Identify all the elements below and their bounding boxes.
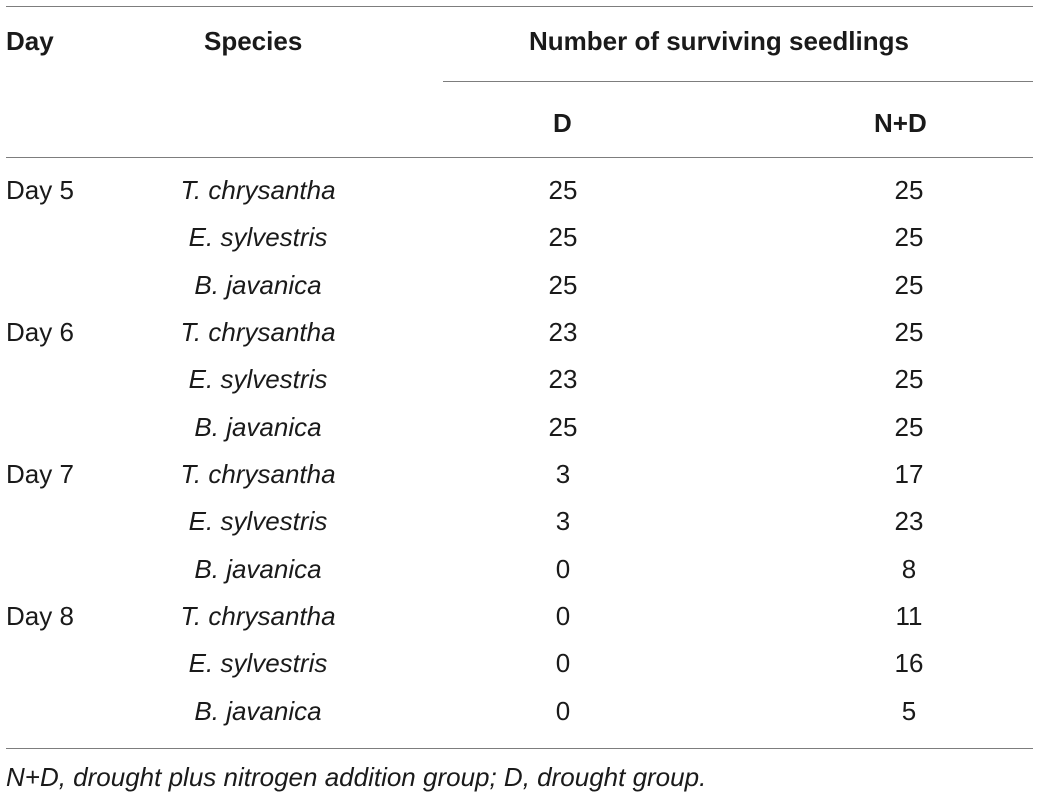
cell-species: B. javanica	[194, 270, 322, 300]
table-row: E. sylvestris 23 25	[6, 364, 1033, 411]
cell-species: B. javanica	[194, 412, 322, 442]
table-row: B. javanica 25 25	[6, 412, 1033, 459]
cell-day: Day 5	[6, 175, 74, 205]
cell-d: 0	[555, 648, 571, 678]
table-row: E. sylvestris 25 25	[6, 222, 1033, 269]
table-top-rule	[6, 6, 1033, 7]
cell-nd: 25	[894, 222, 924, 252]
cell-nd: 16	[894, 648, 924, 678]
cell-d: 25	[548, 222, 578, 252]
table-row: E. sylvestris 3 23	[6, 506, 1033, 553]
cell-species: T. chrysantha	[180, 175, 336, 205]
header-surviving-seedlings: Number of surviving seedlings	[529, 26, 909, 56]
cell-nd: 25	[894, 317, 924, 347]
cell-day: Day 7	[6, 459, 74, 489]
cell-species: E. sylvestris	[188, 222, 328, 252]
cell-species: B. javanica	[194, 696, 322, 726]
cell-day: Day 6	[6, 317, 74, 347]
cell-nd: 11	[895, 601, 923, 631]
cell-nd: 25	[894, 412, 924, 442]
table-row: B. javanica 0 8	[6, 554, 1033, 601]
header-species: Species	[204, 26, 303, 56]
cell-nd: 23	[894, 506, 924, 536]
table-row: Day 6 T. chrysantha 23 25	[6, 317, 1033, 364]
cell-species: T. chrysantha	[180, 459, 336, 489]
cell-d: 25	[548, 175, 578, 205]
table-row: Day 7 T. chrysantha 3 17	[6, 459, 1033, 506]
cell-d: 0	[555, 696, 571, 726]
cell-species: T. chrysantha	[180, 601, 336, 631]
cell-nd: 25	[894, 270, 924, 300]
cell-species: T. chrysantha	[180, 317, 336, 347]
cell-species: E. sylvestris	[188, 648, 328, 678]
cell-d: 23	[548, 317, 578, 347]
table-row: B. javanica 25 25	[6, 270, 1033, 317]
cell-d: 0	[555, 554, 571, 584]
table-footnote: N+D, drought plus nitrogen addition grou…	[6, 762, 707, 792]
header-nd: N+D	[874, 108, 927, 138]
table-bottom-rule	[6, 748, 1033, 749]
cell-nd: 5	[901, 696, 917, 726]
header-day: Day	[6, 26, 54, 56]
table-row: B. javanica 0 5	[6, 696, 1033, 743]
cell-d: 3	[555, 506, 571, 536]
cell-species: B. javanica	[194, 554, 322, 584]
cell-nd: 25	[894, 175, 924, 205]
cell-day: Day 8	[6, 601, 74, 631]
table-row: E. sylvestris 0 16	[6, 648, 1033, 695]
cell-nd: 8	[901, 554, 917, 584]
header-d: D	[553, 108, 572, 138]
cell-nd: 25	[894, 364, 924, 394]
cell-d: 3	[555, 459, 571, 489]
cell-d: 25	[548, 412, 578, 442]
cell-d: 0	[555, 601, 571, 631]
table-row: Day 8 T. chrysantha 0 11	[6, 601, 1033, 648]
group-header-rule	[443, 81, 1033, 82]
header-bottom-rule	[6, 157, 1033, 158]
cell-d: 23	[548, 364, 578, 394]
table-row: Day 5 T. chrysantha 25 25	[6, 175, 1033, 222]
cell-species: E. sylvestris	[188, 364, 328, 394]
cell-d: 25	[548, 270, 578, 300]
cell-species: E. sylvestris	[188, 506, 328, 536]
cell-nd: 17	[894, 459, 924, 489]
